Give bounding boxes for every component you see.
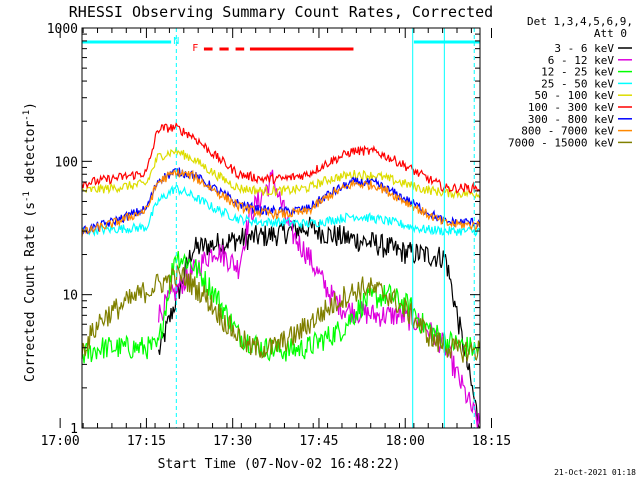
legend-header: Det 1,3,4,5,6,9, Att 0 [527,15,633,40]
annotation-layer: NF [82,28,480,428]
legend-label: 12 - 25 keV [541,66,614,79]
y-axis-label-mid: detector [23,121,38,192]
x-tick-label: 17:45 [299,434,338,449]
x-tick-label: 17:30 [213,434,252,449]
y-tick-label: 10 [62,289,78,304]
legend-header-line: Att 0 [594,27,627,40]
series-line-0 [158,216,481,429]
series-layer [81,121,481,429]
chart-title: RHESSI Observing Summary Count Rates, Co… [69,3,493,21]
legend-label: 7000 - 15000 keV [508,136,614,149]
x-tick-label: 18:15 [472,434,511,449]
y-axis-label-sup: -1 [22,191,32,202]
x-tick-label: 17:15 [127,434,166,449]
series-line-5 [81,121,480,194]
series-line-6 [81,167,481,235]
x-tick-label: 18:00 [386,434,425,449]
timestamp-footer: 21-Oct-2021 01:18 [554,468,636,477]
series-line-8 [81,263,481,363]
series-line-2 [81,251,481,364]
legend-label: 50 - 100 keV [535,89,615,102]
legend-label: 100 - 300 keV [528,101,614,114]
y-tick-label: 1000 [47,22,78,37]
series-line-7 [81,168,481,237]
y-axis-label-sup: -1 [22,110,32,121]
series-line-4 [82,147,481,200]
y-tick-label: 1 [70,422,78,437]
legend-label: 300 - 800 keV [528,113,614,126]
y-axis-label: Corrected Count Rate (s-1 detector-1) [22,102,38,382]
legend-label: 25 - 50 keV [541,77,614,90]
y-axis-label-end: ) [23,102,38,110]
legend-header-line: Det 1,3,4,5,6,9, [527,15,633,28]
legend-label: 6 - 12 keV [548,54,615,67]
annotation-n-label: N [173,36,179,47]
y-axis-label-main: Corrected Count Rate (s [23,202,38,382]
legend-label: 800 - 7000 keV [521,125,614,138]
series-line-3 [81,184,480,237]
y-tick-label: 100 [55,155,78,170]
legend-label: 3 - 6 keV [554,42,614,55]
plot-frame [81,27,481,429]
annotation-f-label: F [192,43,198,54]
x-tick-label: 17:00 [41,434,80,449]
axes-layer: 1 10 100 1000 17:00 17:15 17:30 17:45 18:00 18:15 [41,22,511,449]
x-axis-label: Start Time (07-Nov-02 16:48:22) [158,457,401,472]
